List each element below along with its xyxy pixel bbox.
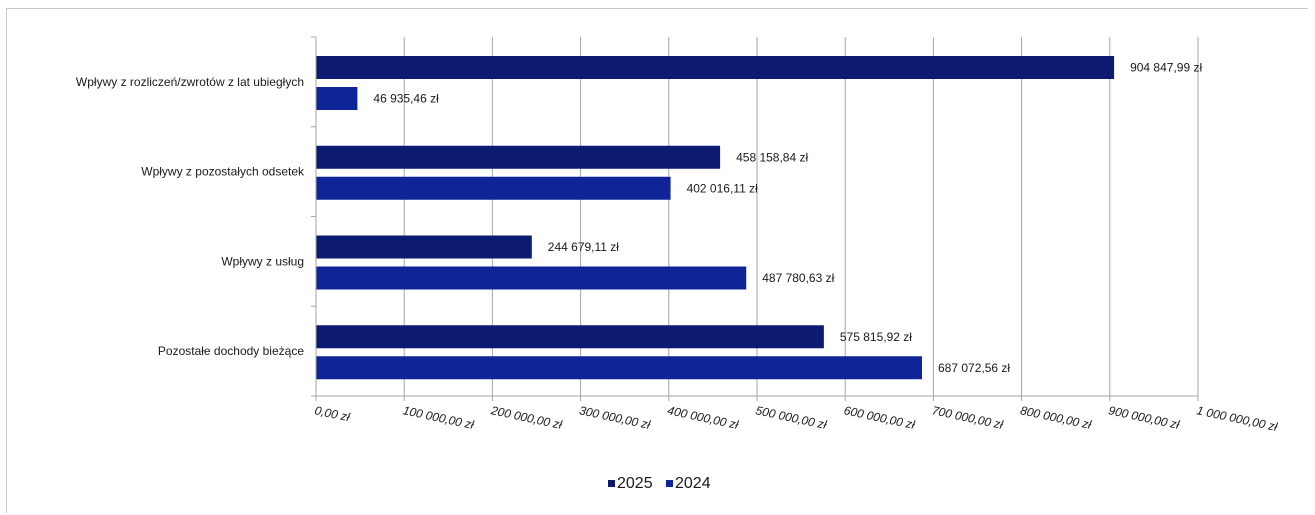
data-label: 904 847,99 zł <box>1130 61 1202 75</box>
x-tick-label: 500 000,00 zł <box>754 403 828 432</box>
legend-swatch <box>666 480 673 487</box>
legend-label: 2025 <box>617 475 653 492</box>
bar-2024 <box>316 176 671 200</box>
bar-2025 <box>316 325 824 349</box>
data-label: 458 158,84 zł <box>736 150 808 164</box>
x-tick-label: 0,00 zł <box>313 403 351 424</box>
category-labels: Wpływy z rozliczeń/zwrotów z lat ubiegły… <box>76 75 305 358</box>
legend: 2025 2024 <box>608 475 711 492</box>
category-label: Pozostałe dochody bieżące <box>158 344 304 358</box>
data-label: 687 072,56 zł <box>938 361 1010 375</box>
x-tick-label: 600 000,00 zł <box>843 403 917 432</box>
category-label: Wpływy z pozostałych odsetek <box>141 165 305 179</box>
x-tick-label: 200 000,00 zł <box>489 403 564 432</box>
x-tick-label: 800 000,00 zł <box>1019 403 1093 432</box>
bar-2025 <box>316 56 1115 79</box>
x-tick-label: 400 000,00 zł <box>666 403 740 432</box>
chart-frame <box>6 8 1308 513</box>
category-label: Wpływy z rozliczeń/zwrotów z lat ubiegły… <box>76 75 304 89</box>
x-tick-label: 100 000,00 zł <box>402 403 476 432</box>
bars <box>316 56 1115 380</box>
data-label: 402 016,11 zł <box>687 181 759 195</box>
data-labels: 904 847,99 zł 46 935,46 zł 458 158,84 zł 40… <box>373 61 1202 375</box>
data-label: 575 815,92 zł <box>840 330 912 344</box>
data-label: 487 780,63 zł <box>762 271 834 285</box>
legend-swatch <box>608 480 615 487</box>
category-label: Wpływy z usług <box>221 254 304 268</box>
x-tick-label: 700 000,00 zł <box>931 403 1005 432</box>
x-tick-label: 900 000,00 zł <box>1107 403 1181 432</box>
data-label: 46 935,46 zł <box>373 92 439 106</box>
data-label: 244 679,11 zł <box>548 240 620 254</box>
x-tick-label: 300 000,00 zł <box>578 403 652 432</box>
x-tick-label: 1 000 000,00 zł <box>1195 403 1279 434</box>
bar-2024 <box>316 266 747 290</box>
bar-2024 <box>316 87 358 110</box>
bar-2025 <box>316 235 532 259</box>
legend-label: 2024 <box>675 475 711 492</box>
bar-2025 <box>316 145 721 169</box>
bar-2024 <box>316 356 922 380</box>
